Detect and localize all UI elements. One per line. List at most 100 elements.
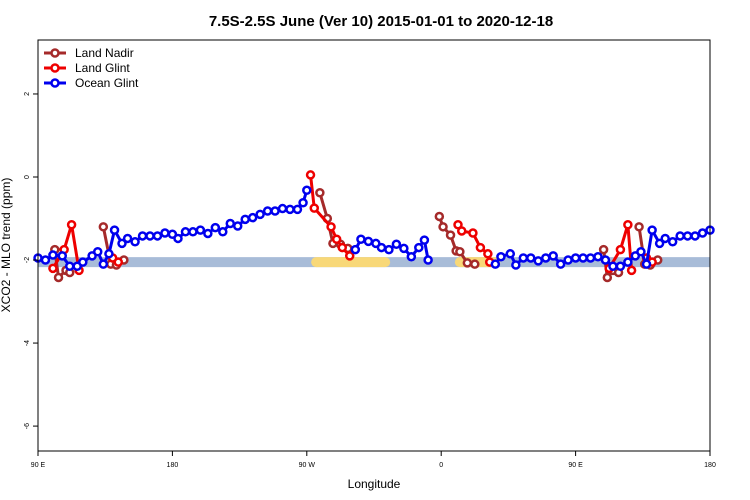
- ocean-glint-point: [391, 239, 402, 250]
- legend-swatch-marker: [50, 48, 60, 58]
- land-glint-point: [468, 228, 478, 238]
- ocean-glint-point: [195, 225, 206, 235]
- land-nadir-point: [598, 244, 609, 255]
- ocean-glint-line: [37, 189, 309, 268]
- ocean-glint-point: [122, 233, 133, 244]
- ocean-glint-point: [356, 234, 366, 245]
- ocean-glint-point: [526, 253, 536, 263]
- ocean-glint-point: [505, 249, 516, 259]
- ocean-glint-point: [647, 225, 657, 235]
- land-nadir-point: [434, 211, 445, 222]
- ocean-glint-point: [570, 253, 581, 263]
- ocean-glint-point: [690, 231, 700, 241]
- ocean-glint-point: [203, 228, 213, 239]
- ocean-glint-point: [173, 233, 183, 244]
- x-axis: 90 E 180 90 W 0 90 E 180: [31, 451, 716, 469]
- land-nadir-point: [315, 188, 325, 198]
- ocean-glint-point: [277, 203, 288, 214]
- y-tick-label: -4: [24, 340, 31, 346]
- chart-title: 7.5S-2.5S June (Ver 10) 2015-01-01 to 20…: [209, 13, 553, 30]
- ocean-glint-point: [608, 261, 618, 272]
- ocean-glint-point: [533, 256, 544, 266]
- land-nadir-point: [634, 222, 644, 232]
- ocean-glint-point: [78, 257, 88, 267]
- x-tick-label: 0: [439, 462, 443, 469]
- ocean-glint-point: [98, 259, 109, 269]
- ocean-glint-point: [92, 246, 103, 257]
- ocean-glint-point: [40, 255, 51, 265]
- ocean-glint-point: [615, 261, 626, 272]
- ocean-glint-point: [232, 221, 243, 231]
- x-tick-label: 180: [704, 462, 716, 469]
- land-glint-point: [309, 203, 320, 213]
- ocean-glint-point: [152, 231, 163, 241]
- ocean-glint-point: [292, 204, 303, 215]
- legend-swatch-marker: [50, 78, 60, 88]
- ocean-glint-point: [511, 260, 521, 270]
- land-nadir-point: [98, 222, 109, 232]
- land-nadir-point: [470, 259, 480, 269]
- ocean-glint-point: [350, 244, 361, 255]
- ocean-glint-point: [585, 253, 596, 263]
- ocean-glint-point: [240, 214, 250, 225]
- ocean-glint-point: [188, 227, 198, 237]
- land-glint-point: [344, 251, 355, 261]
- ocean-glint-point: [57, 251, 68, 261]
- land-nadir-point: [462, 258, 473, 268]
- legend-item-land-glint: Land Glint: [44, 61, 130, 75]
- ocean-glint-point: [48, 250, 58, 260]
- ocean-glint-point: [218, 227, 228, 237]
- ocean-glint-point: [667, 237, 678, 247]
- ocean-glint-point: [654, 238, 665, 249]
- land-glint-point: [623, 219, 633, 230]
- ocean-glint-point: [555, 259, 566, 269]
- ocean-glint-point: [675, 231, 685, 241]
- ocean-glint-point: [285, 204, 295, 215]
- ocean-glint-point: [298, 197, 308, 208]
- land-glint-point: [331, 234, 342, 245]
- ocean-glint-point: [623, 257, 633, 267]
- land-glint-point: [48, 263, 58, 274]
- ocean-glint-point: [130, 237, 140, 247]
- x-tick-label: 90 E: [568, 462, 583, 469]
- land-nadir-point: [445, 230, 456, 240]
- plot-frame: [37, 39, 711, 452]
- land-glint-point: [483, 249, 493, 259]
- ocean-glint-point: [419, 235, 430, 245]
- ocean-glint-point: [363, 236, 374, 247]
- ocean-glint-point: [660, 233, 670, 244]
- land-glint-point: [305, 170, 316, 180]
- ocean-glint-point: [641, 259, 652, 269]
- ocean-glint-point: [518, 253, 529, 263]
- ocean-glint-point: [414, 242, 424, 253]
- ocean-glint-point: [496, 251, 506, 262]
- ocean-glint-point: [137, 231, 148, 241]
- ocean-glint-point: [255, 209, 265, 220]
- land-glint-point: [66, 219, 77, 230]
- ocean-glint-point: [180, 227, 191, 237]
- land-glint-point: [326, 222, 336, 232]
- ocean-glint-point: [578, 253, 588, 263]
- y-tick-label: -2: [24, 257, 31, 263]
- ocean-glint-point: [423, 255, 433, 265]
- land-nadir-point: [53, 272, 64, 283]
- y-tick-label: -6: [24, 423, 31, 429]
- ocean-glint-point: [384, 244, 394, 255]
- legend-label: Land Nadir: [75, 46, 134, 60]
- y-axis-label: XCO2 - MLO trend (ppm): [0, 178, 13, 313]
- ocean-glint-point: [636, 246, 646, 257]
- ocean-glint-point: [399, 243, 409, 254]
- ocean-glint-point: [145, 231, 155, 241]
- ocean-glint-point: [302, 185, 312, 196]
- x-tick-label: 90 W: [299, 462, 316, 469]
- land-nadir-point: [602, 272, 613, 283]
- ocean-glint-point: [682, 231, 693, 241]
- x-tick-label: 180: [167, 462, 179, 469]
- legend-label: Ocean Glint: [75, 76, 139, 90]
- land-glint-point: [615, 244, 626, 255]
- ocean-glint-point: [490, 259, 501, 269]
- legend-swatch-marker: [50, 63, 60, 73]
- plot-area: [33, 170, 715, 283]
